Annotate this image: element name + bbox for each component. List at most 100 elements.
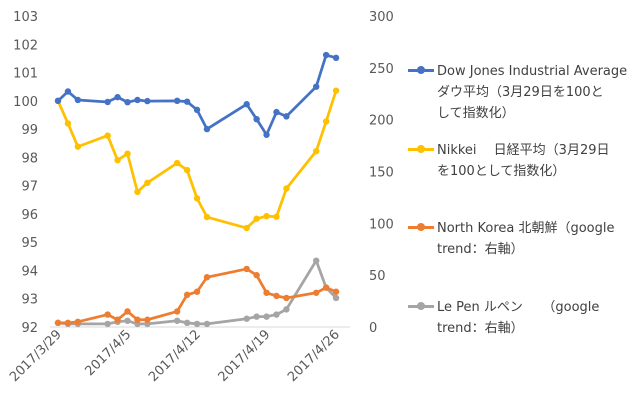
- data-point: [183, 166, 191, 174]
- data-point: [114, 316, 121, 323]
- x-tick-label: 2017/4/26: [285, 327, 343, 385]
- y-left-tick-label: 102: [13, 38, 38, 53]
- y-right-tick-label: 0: [369, 321, 377, 336]
- data-point: [114, 93, 121, 101]
- data-point: [173, 159, 181, 167]
- data-point: [54, 97, 62, 105]
- data-point: [243, 315, 250, 322]
- data-point: [74, 96, 82, 104]
- data-point: [203, 213, 211, 221]
- data-point: [203, 320, 211, 328]
- series-line: [56, 267, 338, 325]
- data-point: [253, 215, 260, 222]
- data-point: [124, 308, 131, 315]
- y-left-tick-label: 97: [21, 180, 38, 195]
- data-point: [322, 284, 330, 291]
- data-point: [193, 106, 201, 114]
- y-right-tick-label: 250: [369, 62, 394, 77]
- y-left-tick-label: 99: [21, 123, 38, 138]
- data-point: [54, 319, 62, 327]
- data-point: [332, 54, 340, 62]
- legend-swatch-le-pen: [408, 299, 434, 313]
- y-left-tick-label: 93: [21, 293, 38, 308]
- data-point: [193, 195, 201, 202]
- data-point: [243, 265, 250, 273]
- y-right-tick-label: 300: [369, 10, 394, 25]
- data-point: [283, 294, 290, 302]
- y-left-tick-label: 92: [21, 321, 38, 336]
- data-point: [203, 125, 211, 133]
- data-point: [104, 320, 111, 328]
- y-left-tick-label: 100: [13, 95, 38, 110]
- legend-label-dow: Dow Jones Industrial Average ダウ平均（3月29日を…: [437, 64, 628, 121]
- y-left-tick-label: 101: [13, 67, 38, 82]
- data-point: [243, 224, 250, 232]
- data-point: [322, 118, 330, 125]
- series-line: [56, 53, 338, 137]
- data-point: [263, 313, 270, 320]
- x-tick-label: 2017/4/12: [146, 327, 204, 385]
- data-point: [253, 271, 260, 279]
- y-left-tick-label: 96: [21, 208, 38, 223]
- data-point: [134, 188, 141, 196]
- data-point: [64, 88, 72, 95]
- y-left-tick-label: 103: [13, 10, 38, 25]
- data-point: [74, 318, 82, 326]
- x-tick-label: 2017/4/19: [216, 327, 274, 385]
- data-point: [144, 316, 151, 323]
- data-point: [104, 132, 111, 139]
- data-point: [173, 317, 181, 324]
- data-point: [313, 147, 320, 155]
- data-point: [283, 185, 290, 192]
- data-point: [273, 311, 280, 318]
- legend-item-dow: Dow Jones Industrial Average ダウ平均（3月29日を…: [408, 61, 637, 124]
- data-point: [263, 289, 270, 296]
- y-right-tick-label: 100: [369, 217, 394, 232]
- data-point: [183, 98, 191, 105]
- data-point: [313, 289, 320, 296]
- data-point: [322, 51, 330, 59]
- legend-label-north-korea: North Korea 北朝鮮（google trend：右軸）: [437, 221, 615, 257]
- legend-swatch-dow: [408, 63, 434, 77]
- legend-swatch-nikkei: [408, 142, 434, 156]
- data-point: [124, 99, 131, 106]
- y-right-tick-label: 50: [369, 269, 386, 284]
- legend-label-nikkei: Nikkei 日経平均（3月29日 を100として指数化）: [437, 143, 610, 179]
- x-tick-label: 2017/4/5: [82, 327, 134, 379]
- data-point: [263, 131, 270, 138]
- data-point: [104, 311, 111, 318]
- legend-item-nikkei: Nikkei 日経平均（3月29日 を100として指数化）: [408, 140, 637, 182]
- data-point: [114, 156, 121, 164]
- data-point: [144, 97, 151, 105]
- data-point: [173, 308, 181, 315]
- data-point: [283, 113, 290, 120]
- data-point: [253, 313, 260, 320]
- y-right-tick-label: 200: [369, 114, 394, 129]
- data-point: [183, 319, 191, 327]
- data-point: [283, 306, 290, 313]
- legend-item-le-pen: Le Pen ルペン （google trend：右軸）: [408, 297, 637, 339]
- legend-item-north-korea: North Korea 北朝鮮（google trend：右軸）: [408, 218, 637, 260]
- data-point: [124, 317, 131, 324]
- data-point: [134, 316, 141, 323]
- data-point: [64, 120, 72, 127]
- data-point: [313, 83, 320, 90]
- legend-swatch-north-korea: [408, 220, 434, 234]
- data-point: [74, 143, 82, 150]
- data-point: [124, 150, 131, 157]
- data-point: [263, 212, 270, 220]
- y-left-tick-label: 98: [21, 151, 38, 166]
- data-point: [144, 179, 151, 187]
- data-point: [273, 292, 280, 300]
- data-point: [313, 257, 320, 264]
- series-line: [56, 89, 338, 230]
- data-point: [332, 294, 340, 302]
- data-point: [273, 213, 280, 220]
- y-left-tick-label: 95: [21, 236, 38, 251]
- data-point: [273, 108, 280, 116]
- data-point: [243, 101, 250, 108]
- data-point: [193, 320, 201, 328]
- data-point: [193, 288, 201, 295]
- y-left-tick-label: 94: [21, 264, 38, 279]
